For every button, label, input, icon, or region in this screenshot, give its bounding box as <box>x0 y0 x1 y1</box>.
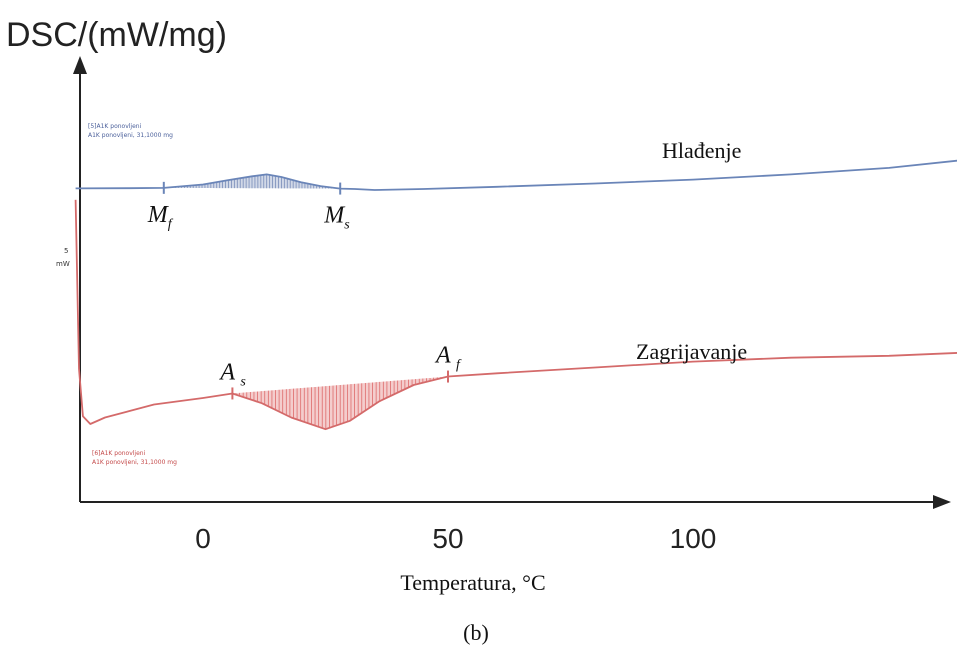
peak-area-cooling <box>163 174 341 189</box>
marker-subscript: s <box>344 218 350 233</box>
axes <box>73 56 951 509</box>
x-axis-arrow <box>933 495 951 509</box>
series-label-cooling: Hlađenje <box>662 138 741 163</box>
x-tick-label: 100 <box>670 523 717 554</box>
legend-heating: [6]A1K ponovljeni A1K ponovljeni, 31,100… <box>92 450 177 466</box>
heating-curve <box>74 199 957 431</box>
marker-label-Af: A <box>434 343 451 369</box>
marker-subscript: f <box>168 217 174 232</box>
legend-cooling-line-2: A1K ponovljeni, 31,1000 mg <box>88 132 173 139</box>
x-tick-labels: 0 50 100 <box>195 523 716 554</box>
x-tick-label: 0 <box>195 523 211 554</box>
y-scale-indicator: 5 mW <box>56 247 70 268</box>
y-scale-unit: mW <box>56 260 70 268</box>
legend-heating-line-1: [6]A1K ponovljeni <box>92 450 146 457</box>
x-axis-title: Temperatura, °C <box>400 570 545 595</box>
marker-label-Ms: M <box>323 203 346 229</box>
x-tick-label: 50 <box>432 523 463 554</box>
figure-caption: (b) <box>463 620 489 645</box>
y-axis-title: DSC/(mW/mg) <box>6 16 227 54</box>
y-scale-number: 5 <box>64 247 68 255</box>
legend-heating-line-2: A1K ponovljeni, 31,1000 mg <box>92 459 177 466</box>
legend-cooling-line-1: [5]A1K ponovljeni <box>88 123 142 130</box>
marker-subscript: s <box>240 374 246 389</box>
legend-cooling: [5]A1K ponovljeni A1K ponovljeni, 31,100… <box>88 123 173 139</box>
marker-label-As: A <box>218 359 235 385</box>
series-label-heating: Zagrijavanje <box>636 339 747 364</box>
cooling-curve <box>75 159 957 191</box>
marker-subscript: f <box>456 358 462 373</box>
y-axis-arrow <box>73 56 87 74</box>
marker-label-Mf: M <box>147 202 170 228</box>
series-layer <box>74 159 957 431</box>
